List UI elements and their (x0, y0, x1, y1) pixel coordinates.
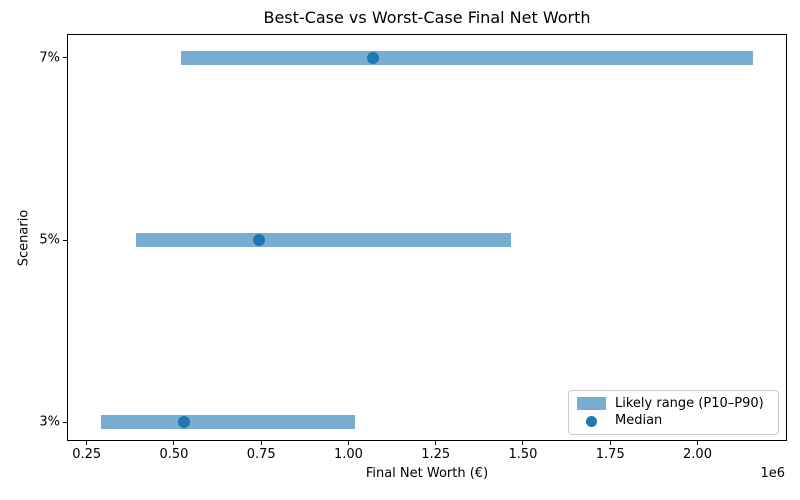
x-tick-mark (86, 441, 88, 445)
x-tick-mark (347, 441, 349, 445)
range-bar (135, 233, 511, 247)
median-dot (366, 51, 379, 64)
legend-item-median: Median (577, 413, 770, 429)
y-tick-mark (63, 57, 67, 59)
x-tick-label: 0.50 (159, 447, 189, 462)
legend-item-range: Likely range (P10–P90) (577, 396, 770, 412)
x-tick-mark (435, 441, 437, 445)
x-tick-label: 0.75 (246, 447, 276, 462)
y-axis-label: Scenario (16, 209, 32, 267)
x-tick-mark (173, 441, 175, 445)
x-tick-label: 1.75 (595, 447, 625, 462)
x-tick-label: 0.25 (72, 447, 102, 462)
legend-median-swatch (586, 415, 597, 427)
x-axis-label: Final Net Worth (€) (365, 466, 489, 481)
plot-area: 7% 5% 3% 0.25 0.50 0.75 1.00 1.25 1.50 1.75 2.00 (39, 34, 787, 462)
x-tick-mark (697, 441, 698, 445)
x-tick-mark (522, 441, 524, 445)
x-tick-label: 1.00 (333, 447, 363, 462)
x-tick-mark (260, 441, 262, 445)
chart-title: Best-Case vs Worst-Case Final Net Worth (263, 8, 591, 27)
legend-median-label: Median (615, 413, 663, 429)
y-tick-mark (63, 239, 67, 241)
legend-range-label: Likely range (P10–P90) (615, 395, 764, 411)
y-tick-label: 5% (39, 232, 60, 248)
x-tick-label: 1.25 (421, 447, 451, 462)
x-tick-label: 1.50 (508, 447, 538, 462)
median-dot (178, 416, 191, 429)
y-tick-mark (63, 421, 67, 423)
median-dot (253, 234, 266, 246)
legend-median-swatch-wrap (577, 415, 606, 427)
legend: Likely range (P10–P90) Median (568, 390, 779, 435)
range-bar (100, 415, 356, 430)
range-bar (180, 50, 754, 65)
y-tick-label: 3% (39, 414, 60, 430)
legend-range-swatch (577, 397, 606, 411)
x-tick-label: 2.00 (683, 447, 712, 462)
x-tick-mark (609, 441, 611, 445)
y-tick-label: 7% (39, 50, 60, 66)
x-axis-offset-label: 1e6 (760, 466, 785, 481)
